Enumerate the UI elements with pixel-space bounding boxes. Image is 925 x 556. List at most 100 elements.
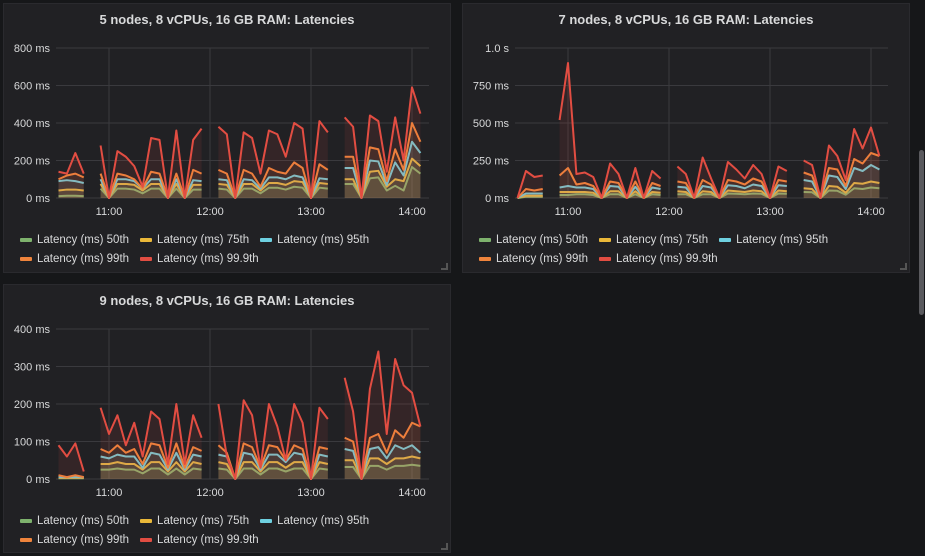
legend-item[interactable]: Latency (ms) 95th <box>260 230 369 249</box>
resize-handle[interactable] <box>441 263 448 270</box>
y-tick-label: 400 ms <box>14 118 51 130</box>
series-line[interactable] <box>803 164 880 199</box>
series-area <box>344 445 421 479</box>
legend-label: Latency (ms) 99th <box>496 252 589 265</box>
legend-item[interactable]: Latency (ms) 75th <box>140 511 249 530</box>
series-line[interactable] <box>803 126 881 199</box>
legend: Latency (ms) 50th Latency (ms) 75th Latenc… <box>20 230 440 268</box>
series-line[interactable] <box>516 188 543 199</box>
x-tick-label: 14:00 <box>398 206 426 218</box>
x-tick-label: 13:00 <box>756 206 784 218</box>
series-area <box>344 123 421 198</box>
legend-item[interactable]: Latency (ms) 99th <box>479 249 588 268</box>
panel-title[interactable]: 7 nodes, 8 vCPUs, 16 GB RAM: Latencies <box>558 12 814 27</box>
series-p75 <box>58 157 422 199</box>
series-line[interactable] <box>803 152 880 199</box>
series-line[interactable] <box>100 461 202 473</box>
series-line[interactable] <box>344 140 422 199</box>
series-area <box>100 443 202 479</box>
panel-title[interactable]: 9 nodes, 8 vCPUs, 16 GB RAM: Latencies <box>99 293 355 308</box>
series-line[interactable] <box>217 399 329 480</box>
legend-swatch-icon <box>140 518 153 523</box>
series-p95 <box>517 164 880 199</box>
x-tick-label: 13:00 <box>297 487 325 499</box>
legend-row: Latency (ms) 99th Latency (ms) 99.9th <box>479 249 899 268</box>
series-line[interactable] <box>100 442 202 469</box>
legend-item[interactable]: Latency (ms) 99th <box>20 249 129 268</box>
legend-swatch-icon <box>479 237 491 242</box>
x-tick-label: 14:00 <box>857 206 885 218</box>
series-area <box>517 189 543 198</box>
resize-handle[interactable] <box>441 543 448 550</box>
x-tick-label: 11:00 <box>96 487 123 499</box>
legend-label: Latency (ms) 50th <box>496 233 589 246</box>
legend-item[interactable]: Latency (ms) 99.9th <box>140 249 259 268</box>
legend-label: Latency (ms) 95th <box>277 233 370 246</box>
series-line[interactable] <box>343 86 422 199</box>
series-line[interactable] <box>217 120 329 199</box>
series-line[interactable] <box>517 192 543 199</box>
series-line[interactable] <box>58 179 84 184</box>
y-tick-label: 200 ms <box>14 156 51 168</box>
legend-row: Latency (ms) 50th Latency (ms) 75th Latenc… <box>20 511 440 530</box>
legend-item[interactable]: Latency (ms) 95th <box>260 511 369 530</box>
series-area <box>559 186 661 198</box>
series-area <box>677 157 787 198</box>
page-scrollbar[interactable] <box>919 150 924 315</box>
series-area <box>218 468 328 479</box>
series-line[interactable] <box>58 172 85 181</box>
legend-swatch-icon <box>140 237 153 242</box>
series-line[interactable] <box>344 463 421 480</box>
resize-handle[interactable] <box>900 263 907 270</box>
series-line[interactable] <box>100 451 202 471</box>
series-line[interactable] <box>803 180 880 199</box>
legend-label: Latency (ms) 50th <box>37 514 130 527</box>
series-line[interactable] <box>99 128 203 199</box>
series-line[interactable] <box>344 157 422 199</box>
legend-item[interactable]: Latency (ms) 50th <box>20 511 129 530</box>
series-p75 <box>58 455 421 480</box>
series-area <box>218 452 328 479</box>
series-area <box>344 87 421 198</box>
legend-item[interactable]: Latency (ms) 75th <box>140 230 249 249</box>
series-line[interactable] <box>558 62 662 199</box>
series-p999 <box>516 62 881 199</box>
series-line[interactable] <box>344 421 421 480</box>
series-area <box>218 181 328 198</box>
legend-label: Latency (ms) 75th <box>616 233 709 246</box>
series-line[interactable] <box>344 444 422 480</box>
legend-label: Latency (ms) 75th <box>157 514 250 527</box>
series-line[interactable] <box>57 442 85 472</box>
series-line[interactable] <box>676 156 788 199</box>
x-tick-label: 14:00 <box>398 487 426 499</box>
series-p999 <box>57 350 422 480</box>
series-line[interactable] <box>344 455 421 480</box>
series-area <box>803 165 880 198</box>
series-line[interactable] <box>343 350 422 480</box>
series-area <box>100 468 202 479</box>
legend-swatch-icon <box>140 537 153 542</box>
legend-item[interactable]: Latency (ms) 99th <box>20 530 129 549</box>
series-line[interactable] <box>803 186 880 199</box>
series-line[interactable] <box>344 122 422 199</box>
panel-title[interactable]: 5 nodes, 8 vCPUs, 16 GB RAM: Latencies <box>99 12 355 27</box>
series-line[interactable] <box>100 467 202 476</box>
series-line[interactable] <box>58 152 85 175</box>
legend-item[interactable]: Latency (ms) 50th <box>20 230 129 249</box>
series-line[interactable] <box>516 170 543 199</box>
legend-item[interactable]: Latency (ms) 99.9th <box>140 530 259 549</box>
series-area <box>100 452 202 479</box>
y-tick-label: 0 ms <box>26 474 50 486</box>
series-area <box>517 193 543 198</box>
legend-item[interactable]: Latency (ms) 99.9th <box>599 249 718 268</box>
legend-item[interactable]: Latency (ms) 95th <box>719 230 828 249</box>
legend-swatch-icon <box>719 237 732 242</box>
legend-item[interactable]: Latency (ms) 75th <box>599 230 708 249</box>
series-line[interactable] <box>99 403 203 465</box>
latency-chart: 0 ms 250 ms 500 ms 750 ms 1.0 s 11:00 12:00 13:… <box>473 43 888 218</box>
series-area <box>218 121 328 198</box>
series-line[interactable] <box>58 474 84 479</box>
legend-item[interactable]: Latency (ms) 50th <box>479 230 588 249</box>
x-tick-label: 11:00 <box>555 206 582 218</box>
series-line[interactable] <box>58 188 84 192</box>
